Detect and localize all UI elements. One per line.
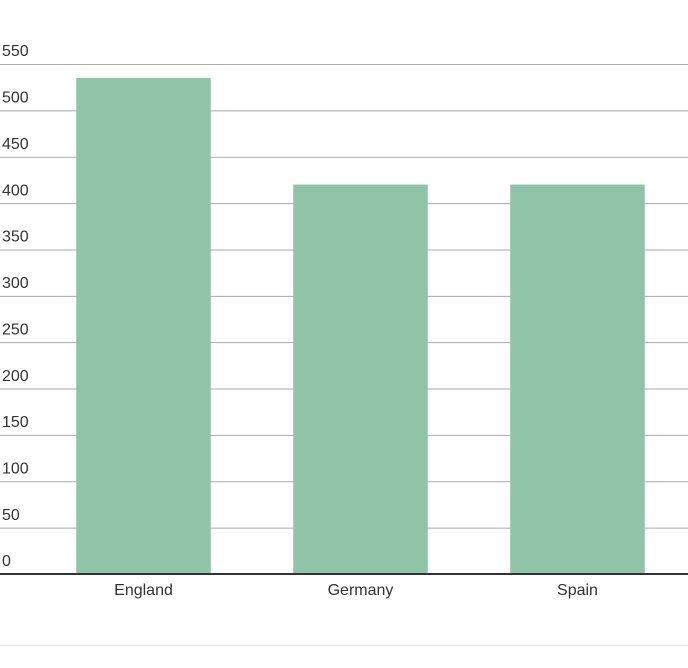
y-tick-label: 200: [2, 368, 29, 385]
y-tick-label: 400: [2, 182, 29, 199]
x-tick-label: England: [114, 582, 173, 599]
y-tick-label: 350: [2, 229, 29, 246]
bar: [293, 184, 428, 574]
y-tick-label: 550: [2, 43, 29, 60]
y-tick-label: 50: [2, 507, 20, 524]
y-tick-label: 100: [2, 460, 29, 477]
x-tick-label: Spain: [557, 582, 598, 599]
y-tick-label: 500: [2, 90, 29, 107]
bar: [510, 184, 645, 574]
y-tick-label: 150: [2, 414, 29, 431]
bar: [76, 77, 211, 574]
y-tick-label: 450: [2, 136, 29, 153]
y-tick-label: 250: [2, 321, 29, 338]
y-tick-label: 0: [2, 553, 11, 570]
x-tick-label: Germany: [328, 582, 394, 599]
y-tick-label: 300: [2, 275, 29, 292]
